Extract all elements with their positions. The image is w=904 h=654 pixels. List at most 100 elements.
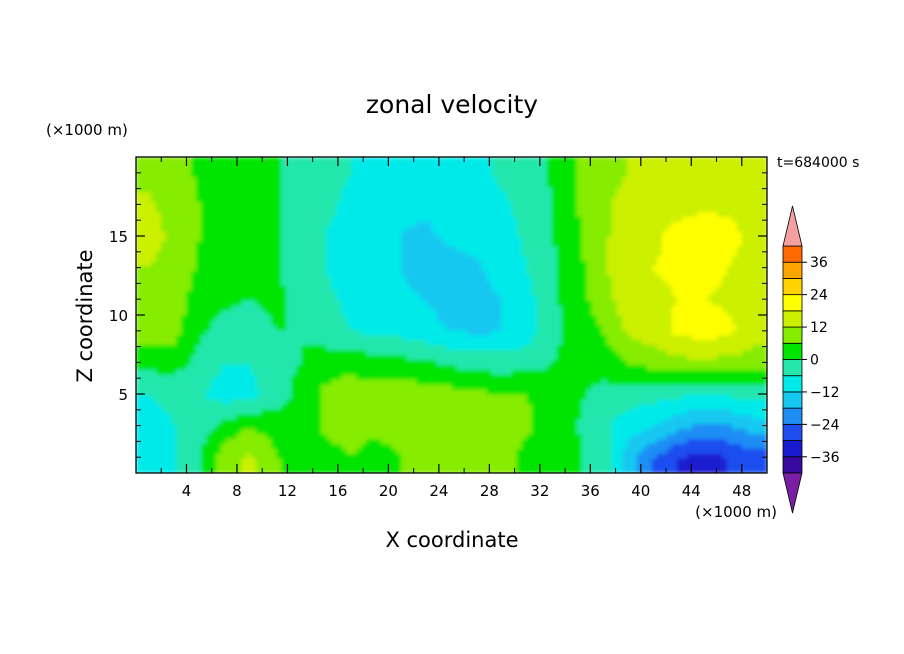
field-cell bbox=[506, 300, 513, 306]
field-cell bbox=[181, 339, 187, 346]
field-cell bbox=[416, 310, 423, 316]
field-cell bbox=[471, 349, 478, 356]
field-cell bbox=[626, 468, 633, 473]
field-cell bbox=[596, 428, 603, 435]
field-cell bbox=[331, 334, 337, 341]
field-cell bbox=[616, 463, 623, 469]
field-cell bbox=[391, 300, 398, 306]
field-cell bbox=[186, 280, 192, 286]
field-cell bbox=[281, 329, 287, 336]
field-cell bbox=[356, 369, 362, 375]
field-cell bbox=[616, 285, 623, 291]
field-cell bbox=[416, 290, 423, 296]
field-cell bbox=[361, 379, 367, 385]
field-cell bbox=[141, 468, 147, 473]
field-cell bbox=[436, 413, 443, 420]
field-cell bbox=[701, 359, 708, 365]
field-cell bbox=[661, 290, 668, 296]
field-cell bbox=[221, 408, 227, 415]
field-cell bbox=[601, 295, 608, 301]
field-cell bbox=[486, 379, 493, 385]
field-cell bbox=[281, 305, 287, 311]
field-cell bbox=[166, 433, 172, 440]
field-cell bbox=[666, 443, 673, 449]
field-cell bbox=[306, 349, 312, 356]
field-cell bbox=[231, 468, 237, 473]
field-cell bbox=[741, 394, 748, 400]
field-cell bbox=[231, 463, 237, 469]
field-cell bbox=[591, 334, 598, 341]
field-cell bbox=[236, 359, 242, 365]
field-cell bbox=[211, 324, 217, 331]
field-cell bbox=[621, 379, 628, 385]
field-cell bbox=[376, 428, 382, 435]
field-cell bbox=[526, 443, 533, 449]
field-cell bbox=[426, 300, 433, 306]
field-cell bbox=[306, 408, 312, 415]
field-cell bbox=[441, 433, 448, 440]
field-cell bbox=[241, 453, 247, 459]
field-cell bbox=[151, 413, 157, 420]
field-cell bbox=[351, 408, 357, 415]
field-cell bbox=[701, 329, 708, 336]
field-cell bbox=[266, 319, 272, 326]
field-cell bbox=[451, 438, 458, 444]
field-cell bbox=[736, 428, 743, 435]
field-cell bbox=[666, 389, 673, 395]
field-cell bbox=[306, 403, 312, 410]
field-cell bbox=[236, 354, 242, 361]
field-cell bbox=[696, 438, 703, 444]
field-cell bbox=[711, 354, 718, 361]
field-cell bbox=[396, 379, 403, 385]
field-cell bbox=[251, 374, 257, 380]
field-cell bbox=[536, 443, 543, 449]
field-cell bbox=[276, 280, 282, 286]
field-cell bbox=[401, 300, 408, 306]
field-cell bbox=[211, 374, 217, 380]
field-cell bbox=[571, 324, 578, 331]
field-cell bbox=[141, 364, 147, 370]
field-cell bbox=[396, 329, 403, 336]
field-cell bbox=[171, 398, 177, 405]
field-cell bbox=[616, 413, 623, 420]
field-cell bbox=[396, 359, 403, 365]
field-cell bbox=[386, 334, 393, 341]
field-cell bbox=[231, 458, 237, 464]
field-cell bbox=[511, 280, 518, 286]
field-cell bbox=[696, 408, 703, 415]
field-cell bbox=[721, 295, 728, 301]
field-cell bbox=[461, 305, 468, 311]
field-cell bbox=[251, 354, 257, 361]
field-cell bbox=[646, 300, 653, 306]
field-cell bbox=[376, 339, 382, 346]
field-cell bbox=[256, 443, 262, 449]
field-cell bbox=[246, 418, 252, 425]
field-cell bbox=[746, 364, 753, 370]
field-cell bbox=[491, 453, 498, 459]
field-cell bbox=[581, 369, 588, 375]
field-cell bbox=[721, 458, 728, 464]
field-cell bbox=[576, 463, 583, 469]
field-cell bbox=[471, 379, 478, 385]
field-cell bbox=[171, 468, 177, 473]
field-cell bbox=[386, 398, 393, 405]
field-cell bbox=[416, 408, 423, 415]
field-cell bbox=[531, 324, 538, 331]
field-cell bbox=[151, 359, 157, 365]
field-cell bbox=[521, 349, 528, 356]
field-cell bbox=[481, 275, 488, 282]
field-cell bbox=[341, 295, 347, 301]
field-cell bbox=[281, 413, 287, 420]
field-cell bbox=[706, 359, 713, 365]
field-cell bbox=[716, 423, 723, 430]
field-cell bbox=[406, 389, 413, 395]
field-cell bbox=[231, 344, 237, 351]
field-cell bbox=[516, 285, 523, 291]
field-cell bbox=[256, 453, 262, 459]
field-cell bbox=[251, 300, 257, 306]
field-cell bbox=[636, 364, 643, 370]
field-cell bbox=[191, 305, 197, 311]
field-cell bbox=[726, 398, 733, 405]
field-cell bbox=[421, 310, 428, 316]
field-cell bbox=[646, 403, 653, 410]
